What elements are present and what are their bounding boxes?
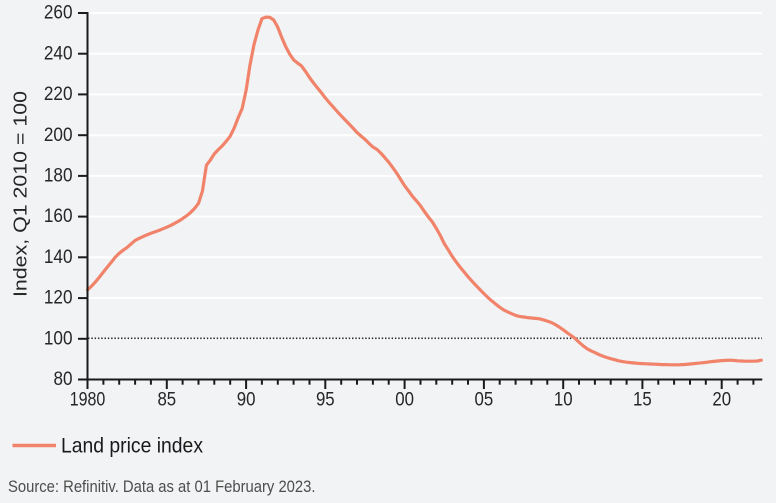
svg-text:100: 100 [44, 328, 73, 349]
svg-text:Index, Q1 2010 = 100: Index, Q1 2010 = 100 [11, 91, 31, 297]
svg-text:120: 120 [44, 288, 73, 309]
svg-text:00: 00 [395, 390, 414, 411]
svg-text:240: 240 [44, 43, 73, 64]
svg-text:200: 200 [44, 125, 73, 146]
svg-text:80: 80 [54, 369, 73, 390]
svg-text:90: 90 [237, 390, 256, 411]
svg-text:160: 160 [44, 206, 73, 227]
svg-text:Source: Refinitiv. Data as at: Source: Refinitiv. Data as at 01 Februar… [8, 477, 316, 496]
svg-text:1980: 1980 [70, 390, 106, 411]
svg-text:95: 95 [316, 390, 335, 411]
svg-text:260: 260 [44, 3, 73, 24]
svg-text:85: 85 [157, 390, 176, 411]
svg-text:220: 220 [44, 84, 73, 105]
svg-text:140: 140 [44, 247, 73, 268]
svg-text:20: 20 [712, 390, 731, 411]
svg-text:Land price index: Land price index [61, 435, 203, 458]
svg-text:10: 10 [554, 390, 573, 411]
svg-text:15: 15 [633, 390, 652, 411]
svg-text:05: 05 [475, 390, 494, 411]
svg-text:180: 180 [44, 166, 73, 187]
